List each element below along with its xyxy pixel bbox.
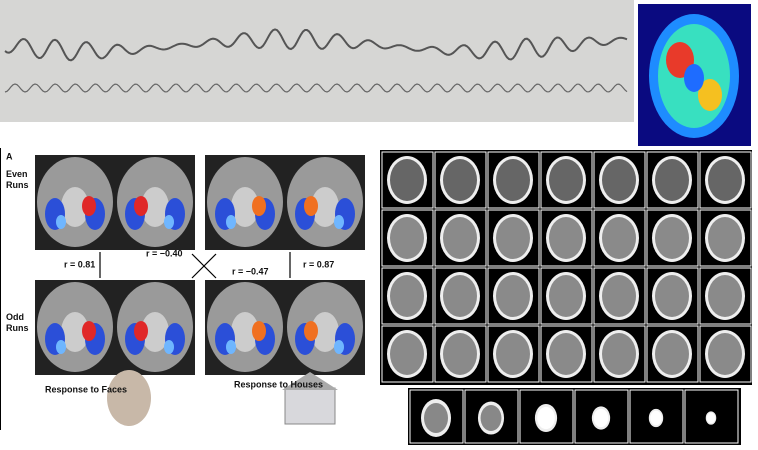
face-photo [107,370,151,426]
activation [56,215,66,229]
ct-brain [650,410,662,426]
ct-cell [629,389,684,444]
activation [164,340,174,354]
ct-brain [443,275,477,317]
ct-brain [443,333,477,375]
ct-brain [655,159,689,201]
activation [56,340,66,354]
brain-core [61,187,89,227]
eeg-traces [4,28,628,93]
brain-core [141,312,169,352]
ct-brain [390,159,424,201]
ct-brain [655,333,689,375]
brain-core [141,187,169,227]
ct-brain [708,333,742,375]
correlation: r = −0.40 [146,248,183,258]
brain-core [311,187,339,227]
activation [82,321,96,341]
ct-brain [602,333,636,375]
eeg-strip [0,0,634,122]
ct-brain [602,217,636,259]
pet-hot [698,79,722,111]
ct-brain [655,217,689,259]
row-label-line: Odd [6,312,24,322]
activation [304,196,318,216]
activation [134,196,148,216]
arrow [191,253,217,279]
ct-brain [496,159,530,201]
ct-brain [549,275,583,317]
caption: Response to Faces [45,384,127,394]
ct-brain [549,217,583,259]
brain-core [231,187,259,227]
correlation: r = 0.87 [303,259,334,269]
ct-brain [443,159,477,201]
activation [164,215,174,229]
row-label-line: Even [6,169,28,179]
house-roof [282,372,338,390]
row-label-line: Runs [6,323,29,333]
eeg-trace [4,28,628,62]
ct-brain [496,217,530,259]
ct-brain [602,275,636,317]
brain-core [311,312,339,352]
ct-brain [496,275,530,317]
row-label: Odd Runs [6,312,29,333]
eeg-trace [4,83,628,93]
activation [334,215,344,229]
ct-brain [602,159,636,201]
ct-brain [655,275,689,317]
panel-label: A [6,151,13,161]
row-label: Even Runs [6,169,29,190]
ct-brain [443,217,477,259]
ct-brain [706,412,716,424]
house-photo [284,387,336,425]
ct-brain [537,406,555,430]
brain-core [231,312,259,352]
arrows [99,252,291,279]
ct-brain [390,333,424,375]
ct-brain [593,408,609,428]
row-label-line: Runs [6,180,29,190]
ct-brain [708,159,742,201]
activation [82,196,96,216]
activation [226,340,236,354]
brain-core [61,312,89,352]
ct-brain [708,275,742,317]
correlation: r = −0.47 [232,266,269,276]
activation [252,196,266,216]
ct-brain [708,217,742,259]
caption: Response to Houses [234,379,323,389]
activation [252,321,266,341]
pet-cold [684,64,704,92]
ct-brain [390,217,424,259]
ct-scans [381,151,752,444]
activation [134,321,148,341]
activation [304,321,318,341]
fmri-panel [35,155,365,375]
ct-brain [549,159,583,201]
ct-brain [424,403,448,433]
activation [226,215,236,229]
ct-brain [390,275,424,317]
ct-brain [480,404,502,432]
ct-brain [549,333,583,375]
ct-brain [496,333,530,375]
correlation: r = 0.81 [64,259,95,269]
activation [334,340,344,354]
